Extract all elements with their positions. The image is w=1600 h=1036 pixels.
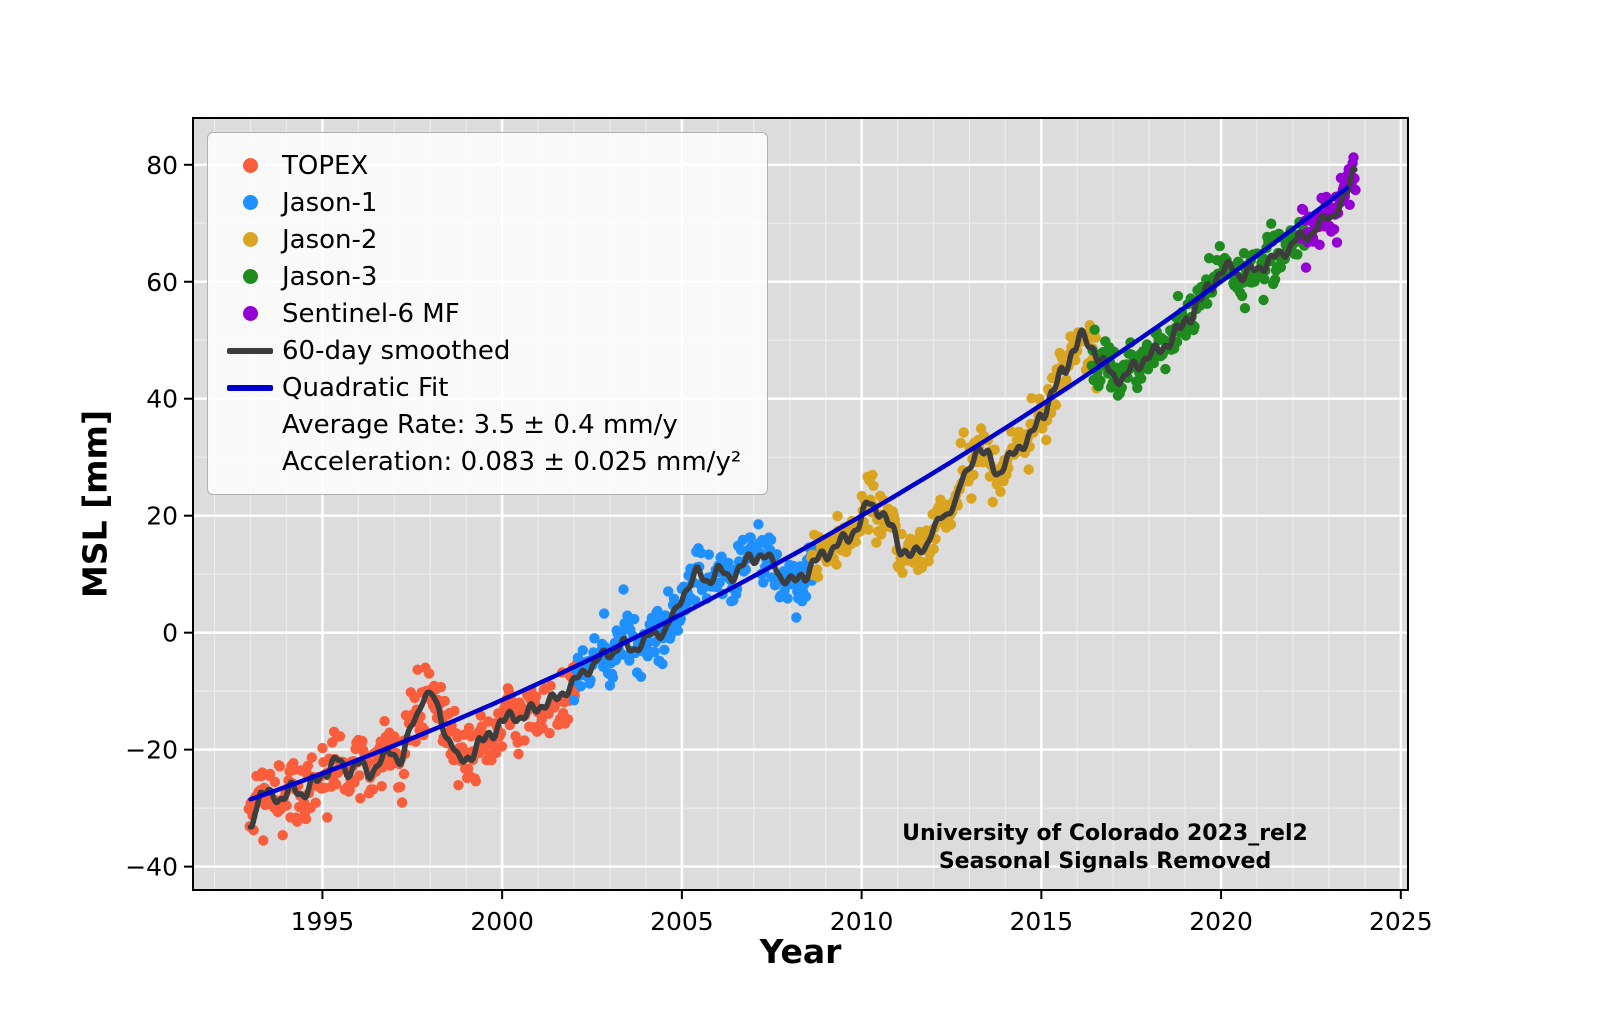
marker-dot-icon	[242, 195, 258, 210]
scatter-jason-3	[1086, 216, 1313, 401]
marker-dot-icon	[242, 306, 258, 321]
legend-item-label: Average Rate: 3.5 ± 0.4 mm/y	[282, 409, 678, 440]
marker-line-icon	[227, 384, 273, 391]
smoothed-line	[247, 165, 1358, 830]
legend-line-marker	[218, 347, 282, 354]
y-tick-label: 20	[146, 502, 178, 531]
legend-dot-marker	[218, 306, 282, 321]
quadratic-fit-line	[248, 185, 1350, 802]
legend-item-label: Jason-2	[282, 224, 378, 255]
legend-item: Jason-1	[218, 184, 741, 221]
legend-item: Average Rate: 3.5 ± 0.4 mm/y	[218, 406, 741, 443]
marker-dot-icon	[242, 232, 258, 247]
x-axis-title: Year	[759, 932, 842, 971]
y-tick-label: −20	[125, 736, 178, 765]
legend-dot-marker	[218, 232, 282, 247]
legend-item-label: Jason-3	[282, 261, 378, 292]
x-tick-label: 2020	[1189, 907, 1253, 936]
legend-item: TOPEX	[218, 147, 741, 184]
legend-item: Acceleration: 0.083 ± 0.025 mm/y²	[218, 443, 741, 480]
y-tick-label: 60	[146, 268, 178, 297]
source-annotation: University of Colorado 2023_rel2 Seasona…	[900, 820, 1310, 876]
legend-item: 60-day smoothed	[218, 332, 741, 369]
x-tick-label: 2025	[1369, 907, 1433, 936]
legend: TOPEX Jason-1 Jason-2 Jason-3 Sentinel-6 MF 6…	[207, 132, 769, 495]
y-axis-title: MSL [mm]	[75, 409, 115, 599]
legend-item: Jason-2	[218, 221, 741, 258]
marker-line-icon	[227, 347, 273, 354]
marker-dot-icon	[242, 269, 258, 284]
x-tick-label: 2005	[650, 907, 714, 936]
legend-item-label: Acceleration: 0.083 ± 0.025 mm/y²	[282, 446, 742, 477]
legend-item-label: Sentinel-6 MF	[282, 298, 460, 329]
source-annotation-line2: Seasonal Signals Removed	[938, 849, 1272, 875]
legend-dot-marker	[218, 269, 282, 284]
legend-item-label: 60-day smoothed	[282, 335, 511, 366]
legend-item-label: TOPEX	[282, 150, 369, 181]
legend-item-label: Jason-1	[282, 187, 378, 218]
legend-dot-marker	[218, 158, 282, 173]
legend-item-label: Quadratic Fit	[282, 372, 449, 403]
y-tick-label: −40	[125, 853, 178, 882]
legend-item: Quadratic Fit	[218, 369, 741, 406]
legend-dot-marker	[218, 195, 282, 210]
y-tick-label: 40	[146, 385, 178, 414]
y-tick-label: 80	[146, 151, 178, 180]
y-tick-label: 0	[162, 619, 178, 648]
source-annotation-line1: University of Colorado 2023_rel2	[902, 821, 1308, 846]
legend-item: Jason-3	[218, 258, 741, 295]
x-tick-label: 2000	[470, 907, 534, 936]
x-tick-label: 2010	[830, 907, 894, 936]
x-tick-label: 2015	[1010, 907, 1074, 936]
tick-labels: 1995 2000 2005 2010 2015 2020 2025 −40 −20 0 20 40 6…	[125, 151, 1432, 936]
axis-ticks	[184, 163, 1402, 899]
legend-item: Sentinel-6 MF	[218, 295, 741, 332]
legend-line-marker	[218, 384, 282, 391]
x-tick-label: 1995	[291, 907, 355, 936]
plot-border	[192, 117, 1409, 891]
marker-dot-icon	[242, 158, 258, 173]
